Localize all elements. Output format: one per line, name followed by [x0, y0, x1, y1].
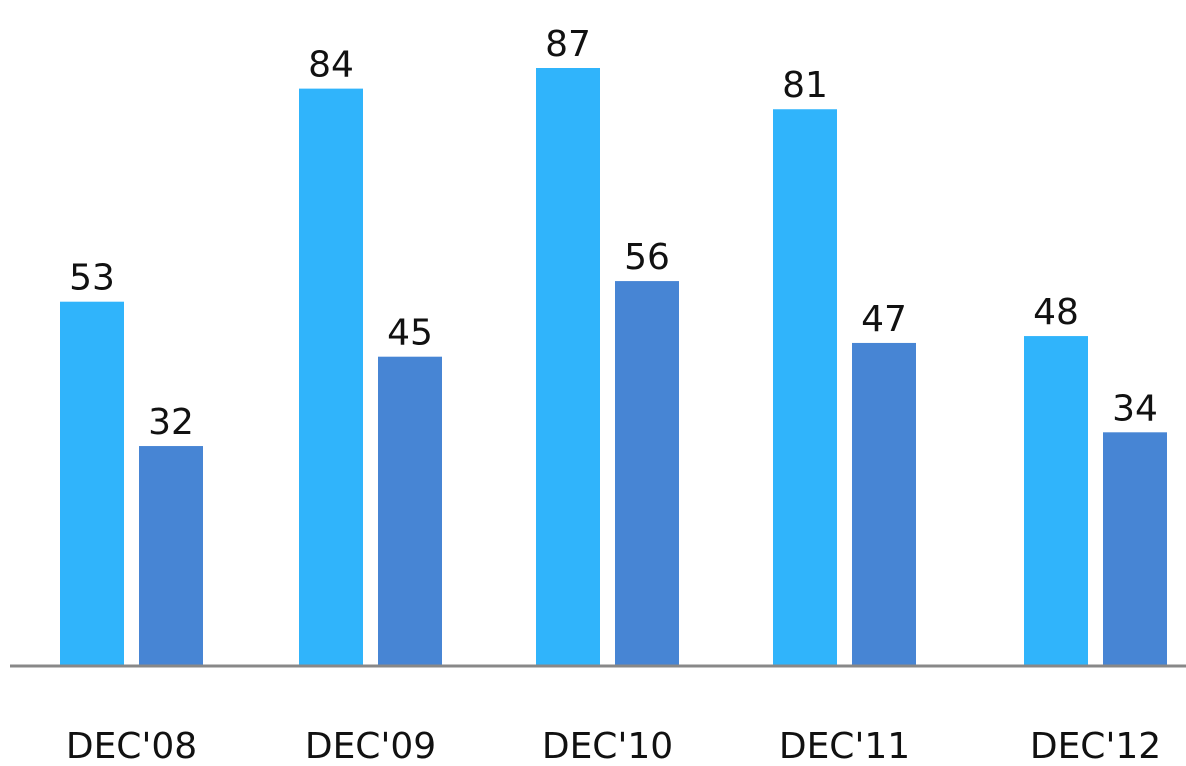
bar-2-a	[299, 88, 363, 667]
value-label-2-b: 45	[387, 313, 433, 354]
bar-1-b	[139, 446, 203, 666]
value-label-4-a: 81	[782, 65, 828, 106]
bar-1-a	[60, 301, 124, 666]
value-labels-layer: 53 32 84 45 87 56 81 47 48 34	[69, 24, 1158, 443]
bars-layer	[60, 68, 1167, 667]
value-label-3-b: 56	[624, 237, 670, 278]
bar-3-a	[536, 68, 600, 666]
value-label-1-a: 53	[69, 258, 115, 299]
bar-4-b	[852, 342, 916, 666]
value-label-4-b: 47	[861, 299, 907, 340]
category-label-5: DEC'12	[1030, 726, 1161, 766]
bar-2-b	[378, 356, 442, 666]
value-label-2-a: 84	[308, 45, 354, 86]
category-labels-layer: DEC'08 DEC'09 DEC'10 DEC'11 DEC'12	[66, 726, 1161, 766]
bar-4-a	[773, 109, 837, 666]
category-label-1: DEC'08	[66, 726, 197, 766]
category-label-2: DEC'09	[305, 726, 436, 766]
value-label-5-b: 34	[1112, 388, 1158, 429]
value-label-5-a: 48	[1033, 292, 1079, 333]
value-label-1-b: 32	[148, 402, 194, 443]
bar-5-a	[1024, 336, 1088, 666]
bar-3-b	[615, 281, 679, 666]
bar-5-b	[1103, 432, 1167, 666]
category-label-3: DEC'10	[542, 726, 673, 766]
category-label-4: DEC'11	[779, 726, 910, 766]
value-label-3-a: 87	[545, 24, 591, 65]
